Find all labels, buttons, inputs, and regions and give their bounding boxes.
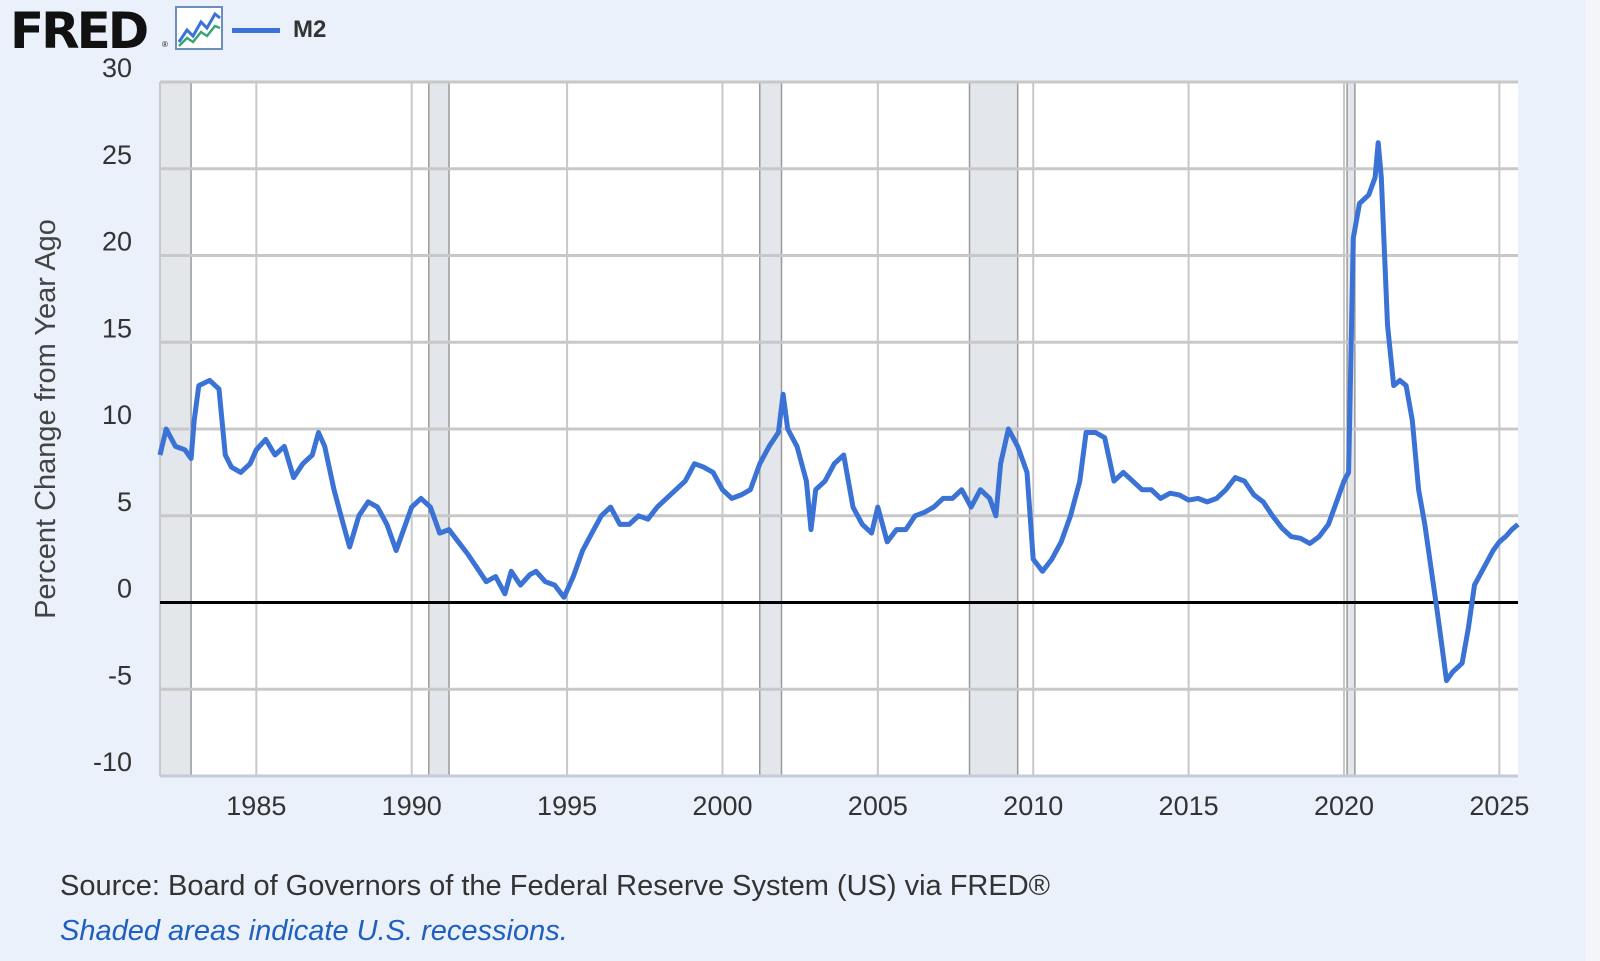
header: FRED ® M2 [10,2,610,60]
fred-logo[interactable]: FRED [10,2,149,60]
legend-swatch-m2 [232,28,280,33]
x-tick-label: 2025 [1469,791,1529,821]
y-axis-label: Percent Change from Year Ago [30,219,62,619]
y-tick-label: 20 [102,227,132,257]
recession-note: Shaded areas indicate U.S. recessions. [60,915,568,947]
x-tick-labels: 1985 1990 1995 2000 2005 2010 2015 2020 2025 [226,791,1529,821]
y-tick-label: 15 [102,313,132,343]
x-tick-label: 2005 [848,791,908,821]
y-tick-label: -10 [93,747,132,777]
x-tick-label: 1985 [226,791,286,821]
legend-label-m2: M2 [293,16,327,43]
y-tick-label: 25 [102,140,132,170]
source-citation: Source: Board of Governors of the Federa… [60,870,1051,902]
y-tick-label: 5 [117,487,132,517]
x-tick-label: 2000 [692,791,752,821]
series-line-m2 [157,140,1520,684]
registered-mark: ® [162,40,168,49]
scrollbar-track[interactable] [1586,0,1600,961]
x-tick-label: 1995 [537,791,597,821]
y-tick-label: -5 [108,660,132,690]
x-tick-label: 1990 [382,791,442,821]
x-tick-label: 2010 [1003,791,1063,821]
y-tick-label: 10 [102,400,132,430]
line-chart-icon[interactable] [175,6,223,50]
x-tick-label: 2020 [1314,791,1374,821]
x-tick-label: 2015 [1159,791,1219,821]
y-tick-labels: -10 -5 0 5 10 15 20 25 30 [93,53,132,777]
y-tick-label: 30 [102,53,132,83]
y-tick-label: 0 [117,574,132,604]
